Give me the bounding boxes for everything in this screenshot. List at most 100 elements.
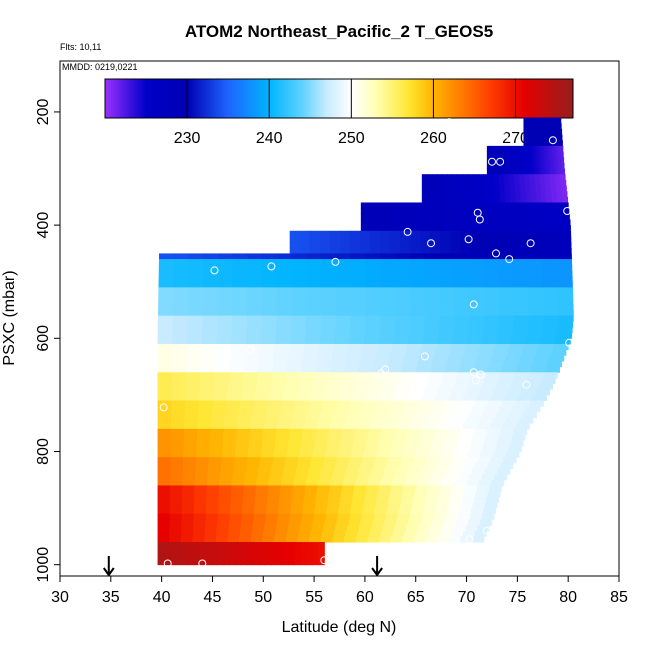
curtain-cell: [533, 162, 537, 170]
curtain-cell: [380, 242, 391, 249]
curtain-cell: [157, 559, 165, 566]
curtain-cell: [350, 259, 366, 266]
curtain-cell: [542, 287, 559, 294]
curtain-cell: [214, 377, 230, 385]
curtain-cell: [230, 343, 247, 351]
curtain-cell: [437, 174, 443, 181]
curtain-cell: [390, 208, 399, 215]
curtain-cell: [173, 293, 189, 300]
curtain-cell: [493, 179, 500, 187]
curtain-cell: [442, 213, 451, 220]
obs-point: [159, 403, 168, 412]
curtain-cell: [209, 445, 224, 452]
curtain-cell: [478, 349, 494, 356]
curtain-cell: [489, 485, 502, 492]
curtain-cell: [523, 140, 526, 147]
curtain-cell: [311, 457, 325, 464]
curtain-cell: [360, 225, 369, 232]
curtain-cell: [522, 349, 538, 356]
curtain-cell: [181, 525, 194, 532]
curtain-cell: [318, 547, 325, 554]
curtain-cell: [518, 360, 534, 368]
curtain-cell: [172, 321, 189, 328]
curtain-cell: [299, 242, 311, 249]
curtain-cell: [309, 247, 321, 254]
curtain-cell: [246, 462, 260, 469]
curtain-cell: [321, 293, 337, 300]
obs-point: [492, 249, 500, 258]
curtain-cell: [453, 270, 470, 277]
curtain-cell: [525, 157, 529, 164]
curtain-cell: [300, 547, 307, 554]
curtain-cell: [390, 202, 399, 209]
curtain-cell: [462, 462, 476, 469]
curtain-cell: [419, 400, 434, 407]
curtain-cell: [306, 411, 321, 419]
curtain-cell: [458, 406, 473, 413]
curtain-cell: [338, 508, 352, 515]
curtain-cell: [254, 394, 270, 402]
curtain-cell: [318, 542, 325, 549]
curtain-cell: [390, 485, 404, 492]
curtain-cell: [217, 253, 234, 260]
curtain-cell: [202, 321, 218, 328]
curtain-cell: [398, 225, 407, 232]
curtain-cell: [400, 230, 411, 237]
curtain-cell: [489, 196, 496, 203]
curtain-cell: [205, 559, 212, 566]
curtain-cell: [474, 360, 490, 368]
curtain-cell: [444, 474, 458, 481]
curtain-cell: [397, 383, 413, 390]
curtain-cell: [427, 530, 441, 537]
curtain-cell: [554, 145, 558, 153]
curtain-cell: [547, 219, 556, 226]
curtain-cell: [538, 145, 542, 153]
curtain-cell: [193, 513, 207, 520]
curtain-cell: [258, 553, 266, 560]
curtain-cell: [170, 474, 184, 481]
curtain-cell: [336, 457, 351, 464]
curtain-cell: [215, 536, 229, 543]
curtain-cell: [419, 434, 434, 441]
curtain-cell: [363, 338, 380, 345]
curtain-cell: [543, 123, 546, 130]
curtain-cell: [512, 270, 529, 277]
curtain-cell: [196, 440, 211, 447]
curtain-cell: [424, 315, 441, 322]
curtain-cell: [288, 349, 304, 356]
curtain-cell: [554, 123, 557, 130]
curtain-cell: [443, 445, 457, 452]
curtain-cell: [339, 247, 351, 254]
curtain-cell: [246, 332, 262, 339]
curtain-cell: [325, 513, 339, 520]
curtain-cell: [304, 491, 318, 498]
curtain-cell: [374, 508, 388, 515]
curtain-cell: [511, 434, 526, 441]
curtain-cell: [276, 293, 293, 300]
curtain-cell: [365, 310, 382, 317]
curtain-cell: [217, 287, 233, 294]
x-tick-label: 55: [305, 589, 323, 606]
curtain-cell: [420, 213, 429, 220]
curtain-cell: [442, 208, 451, 215]
curtain-cell: [328, 491, 342, 498]
curtain-cell: [306, 270, 322, 277]
curtain-cell: [525, 162, 529, 170]
curtain-cell: [295, 400, 310, 407]
curtain-cell: [539, 179, 546, 187]
curtain-cell: [184, 406, 200, 413]
curtain-cell: [546, 191, 552, 198]
curtain-cell: [333, 468, 347, 475]
curtain-cell: [283, 389, 299, 396]
curtain-cell: [226, 394, 242, 402]
curtain-cell: [503, 151, 507, 158]
curtain-cell: [514, 179, 521, 187]
curtain-cell: [527, 157, 532, 164]
curtain-cell: [550, 117, 552, 124]
curtain-cell: [314, 434, 329, 441]
curtain-cell: [205, 513, 219, 520]
curtain-cell: [550, 134, 553, 141]
curtain-cell: [335, 281, 352, 288]
curtain-cell: [542, 168, 546, 175]
curtain-cell: [273, 451, 288, 458]
